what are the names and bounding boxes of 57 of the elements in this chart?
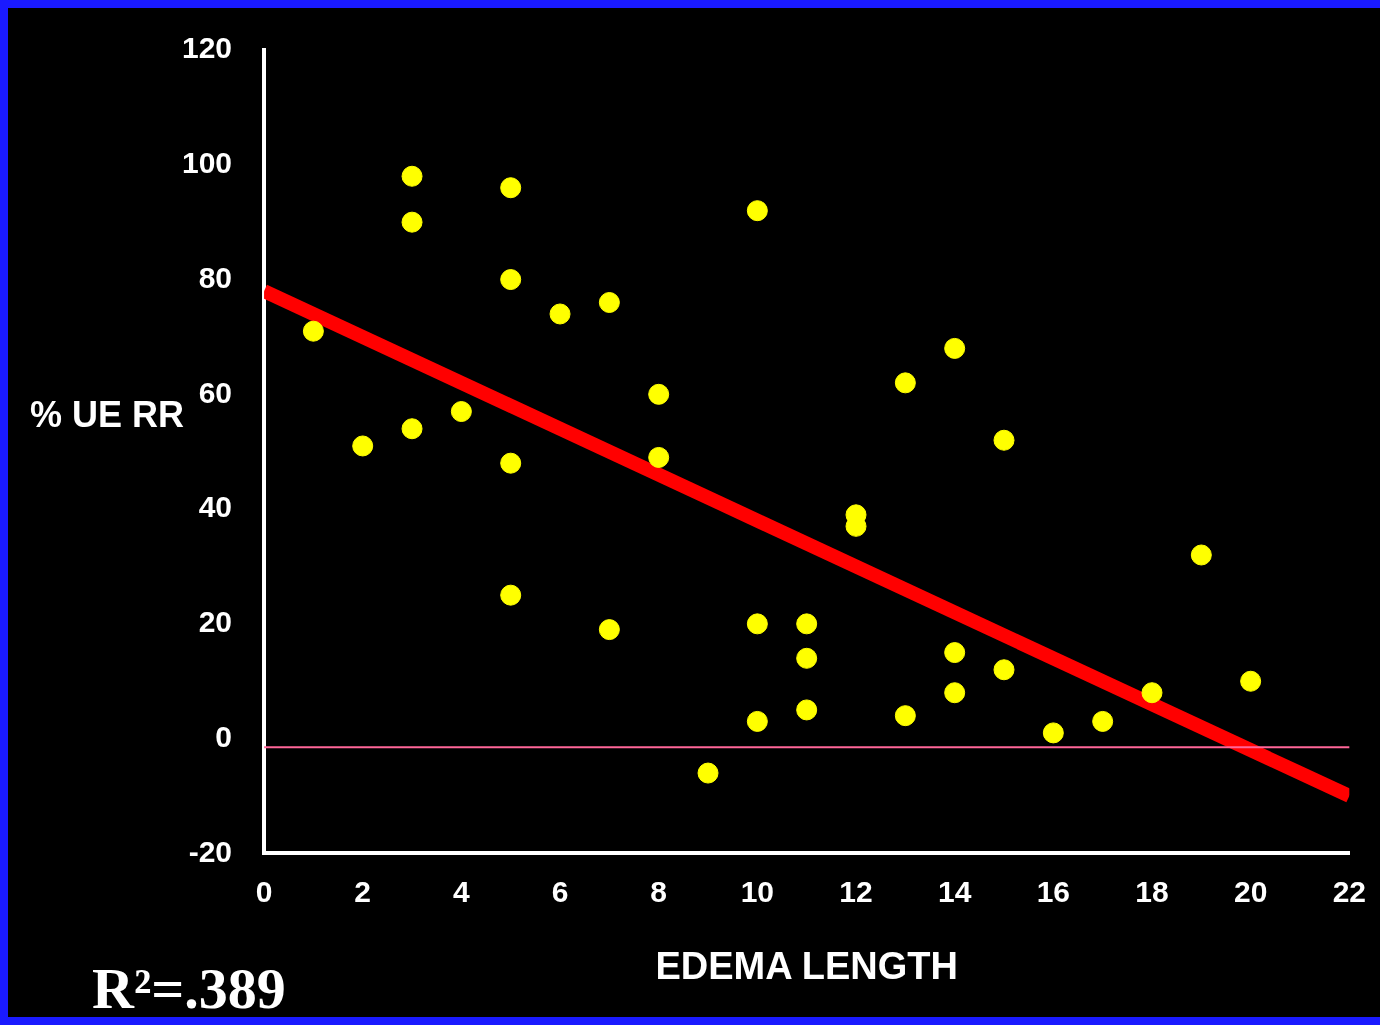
point bbox=[401, 165, 423, 187]
point bbox=[1141, 682, 1163, 704]
x-tick-label: 0 bbox=[255, 874, 273, 908]
point bbox=[401, 418, 423, 440]
point bbox=[894, 372, 916, 394]
x-tick-label: 14 bbox=[937, 874, 972, 908]
y-axis-title: % UE RR bbox=[30, 394, 185, 436]
point bbox=[993, 659, 1015, 681]
point bbox=[993, 429, 1015, 451]
x-axis-title: EDEMA LENGTH bbox=[655, 944, 958, 987]
point bbox=[352, 435, 374, 457]
y-tick-label: 40 bbox=[198, 490, 233, 524]
y-tick-label: 20 bbox=[198, 605, 233, 639]
x-tick-label: 18 bbox=[1135, 874, 1169, 908]
y-tick-label: 80 bbox=[198, 260, 233, 294]
y-tick-label: -20 bbox=[188, 834, 233, 868]
point bbox=[549, 303, 571, 325]
x-tick-label: 12 bbox=[839, 874, 873, 908]
point bbox=[796, 647, 818, 669]
point bbox=[944, 642, 966, 664]
x-tick-label: 10 bbox=[740, 874, 775, 908]
point bbox=[1042, 722, 1064, 744]
y-tick-label: 0 bbox=[215, 719, 233, 753]
x-tick-label: 4 bbox=[453, 874, 471, 908]
point bbox=[1240, 670, 1262, 692]
point bbox=[1190, 544, 1212, 566]
x-tick-label: 2 bbox=[354, 874, 372, 908]
point bbox=[796, 613, 818, 635]
point bbox=[500, 452, 522, 474]
point bbox=[944, 682, 966, 704]
point bbox=[500, 269, 522, 291]
x-tick-label: 20 bbox=[1233, 874, 1268, 908]
y-tick-label: 100 bbox=[181, 146, 233, 180]
point bbox=[944, 337, 966, 359]
point bbox=[697, 762, 719, 784]
y-tick-label: 60 bbox=[198, 375, 233, 409]
x-tick-label: 16 bbox=[1036, 874, 1071, 908]
point bbox=[500, 177, 522, 199]
x-tick-label: 8 bbox=[650, 874, 668, 908]
point bbox=[500, 584, 522, 606]
point bbox=[401, 211, 423, 233]
point bbox=[598, 292, 620, 313]
point bbox=[894, 705, 916, 727]
point bbox=[746, 613, 768, 635]
x-tick-label: 22 bbox=[1332, 874, 1366, 908]
point bbox=[648, 383, 670, 405]
x-tick-label: 6 bbox=[551, 874, 569, 908]
point bbox=[302, 320, 324, 342]
point bbox=[598, 619, 620, 641]
point bbox=[1092, 710, 1114, 732]
point bbox=[746, 200, 768, 222]
point bbox=[746, 710, 768, 732]
text: R²=.389 bbox=[92, 956, 286, 1021]
y-tick-label: 120 bbox=[181, 31, 233, 65]
point bbox=[450, 401, 472, 423]
point bbox=[796, 699, 818, 721]
point bbox=[648, 446, 670, 468]
